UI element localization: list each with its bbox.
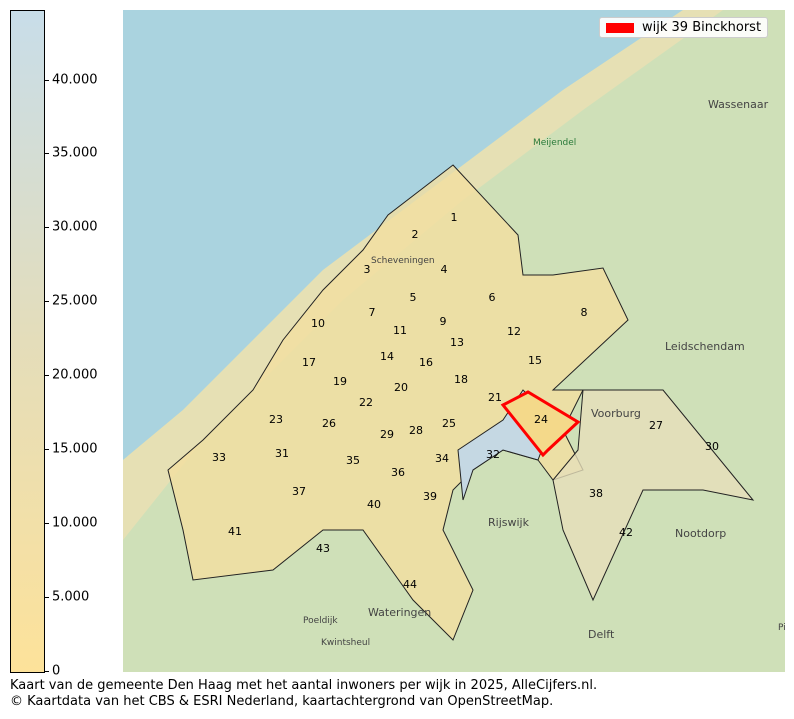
colorbar-tick-label: 10.000 <box>52 515 98 531</box>
district-label: 26 <box>322 417 336 430</box>
place-label: Kwintsheul <box>321 638 370 648</box>
district-label: 28 <box>409 424 423 437</box>
district-label: 40 <box>367 498 381 511</box>
colorbar-tick <box>44 227 49 229</box>
district-label: 18 <box>454 373 468 386</box>
place-label: Wateringen <box>368 606 431 619</box>
district-label: 8 <box>581 306 588 319</box>
place-labels: Wassenaar Leidschendam Voorburg Rijswijk Noo… <box>303 98 785 648</box>
district-label: 2 <box>412 228 419 241</box>
place-label: Rijswijk <box>488 516 530 529</box>
place-label: Pijna <box>778 623 785 633</box>
place-label: Leidschendam <box>665 340 745 353</box>
place-label: Voorburg <box>591 407 641 420</box>
caption-title: Kaart van de gemeente Den Haag met het a… <box>10 678 598 693</box>
district-label: 19 <box>333 375 347 388</box>
district-label: 1 <box>451 211 458 224</box>
colorbar-tick <box>44 523 49 525</box>
colorbar-tick-label: 0 <box>52 663 61 679</box>
district-label: 43 <box>316 542 330 555</box>
district-label: 22 <box>359 396 373 409</box>
place-label: Poeldijk <box>303 616 338 626</box>
district-label: 13 <box>450 336 464 349</box>
place-label: Delft <box>588 628 615 641</box>
district-label: 33 <box>212 451 226 464</box>
colorbar-tick <box>44 449 49 451</box>
district-label: 27 <box>649 419 663 432</box>
district-label: 9 <box>440 315 447 328</box>
district-label: 24 <box>534 413 548 426</box>
district-label: 11 <box>393 324 407 337</box>
district-label: 16 <box>419 356 433 369</box>
legend-swatch <box>606 22 634 33</box>
legend: wijk 39 Binckhorst <box>599 17 769 38</box>
district-label: 29 <box>380 428 394 441</box>
colorbar <box>10 10 45 673</box>
district-label: 41 <box>228 525 242 538</box>
legend-label: wijk 39 Binckhorst <box>642 20 762 35</box>
colorbar-tick-label: 15.000 <box>52 441 98 457</box>
colorbar-tick-label: 35.000 <box>52 145 98 161</box>
caption-credits: © Kaartdata van het CBS & ESRI Nederland… <box>10 694 554 709</box>
colorbar-tick <box>44 301 49 303</box>
district-label: 17 <box>302 356 316 369</box>
colorbar-tick <box>44 79 49 81</box>
district-label: 3 <box>364 263 371 276</box>
district-east[interactable] <box>552 389 755 602</box>
district-label: 15 <box>528 354 542 367</box>
district-label: 25 <box>442 417 456 430</box>
colorbar-tick <box>44 597 49 599</box>
district-label: 30 <box>705 440 719 453</box>
district-label: 23 <box>269 413 283 426</box>
district-label: 20 <box>394 381 408 394</box>
district-label: 42 <box>619 526 633 539</box>
district-label: 34 <box>435 452 449 465</box>
district-label: 14 <box>380 350 394 363</box>
district-label: 6 <box>489 291 496 304</box>
colorbar-tick-label: 30.000 <box>52 219 98 235</box>
district-label: 35 <box>346 454 360 467</box>
district-label: 31 <box>275 447 289 460</box>
colorbar-tick-label: 20.000 <box>52 367 98 383</box>
district-label: 21 <box>488 391 502 404</box>
colorbar-tick <box>44 375 49 377</box>
place-label: Scheveningen <box>371 256 435 266</box>
sea <box>123 10 683 460</box>
district-label: 7 <box>369 306 376 319</box>
district-label: 37 <box>292 485 306 498</box>
district-label: 44 <box>403 578 417 591</box>
district-label: 38 <box>589 487 603 500</box>
place-label: Wassenaar <box>708 98 769 111</box>
district-24-highlight[interactable] <box>500 390 581 458</box>
district-label: 39 <box>423 490 437 503</box>
district-label: 5 <box>410 291 417 304</box>
colorbar-tick-label: 5.000 <box>52 589 90 605</box>
colorbar-tick-label: 25.000 <box>52 293 98 309</box>
colorbar-tick-label: 40.000 <box>52 72 98 87</box>
district-label: 32 <box>486 448 500 461</box>
place-label: Nootdorp <box>675 527 726 540</box>
district-label: 10 <box>311 317 325 330</box>
colorbar-tick <box>44 671 49 672</box>
district-label: 12 <box>507 325 521 338</box>
municipality-area <box>167 164 629 641</box>
colorbar-tick <box>44 153 49 155</box>
district-label: 4 <box>441 263 448 276</box>
place-label: Meijendel <box>533 138 576 148</box>
district-label: 36 <box>391 466 405 479</box>
